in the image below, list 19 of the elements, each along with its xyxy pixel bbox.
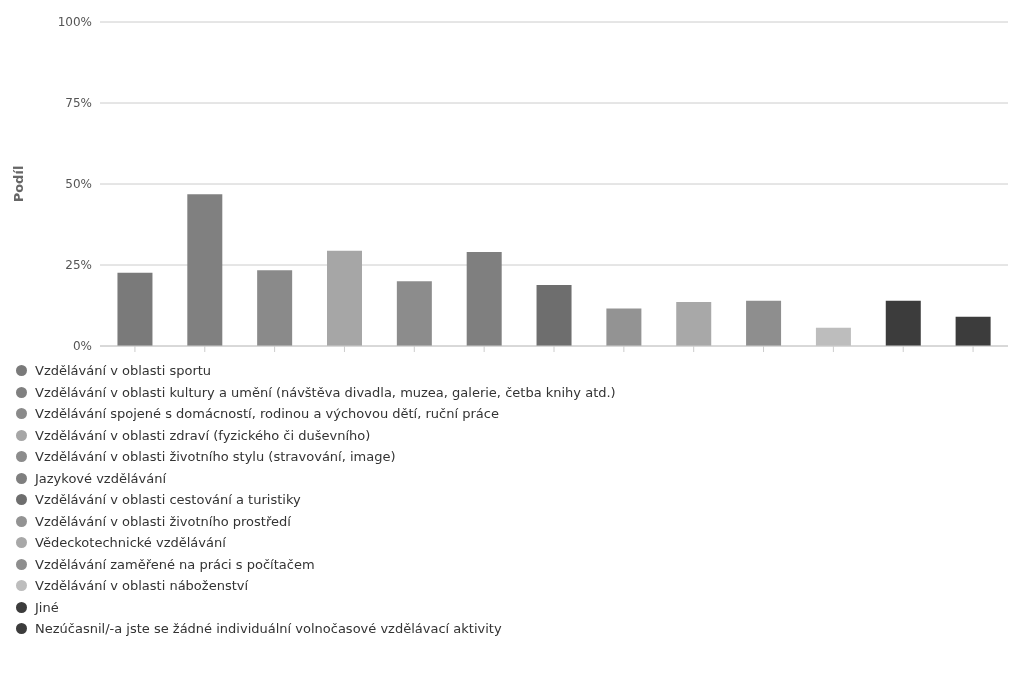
y-tick-label: 50% [65, 177, 92, 192]
legend-label: Vzdělávání v oblasti kultury a umění (návštěva divadla, muzea, galerie, četba knihy atd.) [35, 384, 616, 400]
legend-label: Jazykové vzdělávání [35, 470, 167, 486]
legend-label: Vzdělávání v oblasti sportu [35, 363, 212, 379]
legend-label: Jiné [35, 599, 59, 615]
y-tick-label: 75% [65, 96, 92, 111]
y-tick-label: 25% [65, 258, 92, 273]
legend-label: Nezúčasnil/-a jste se žádné individuální volnočasové vzdělávací aktivity [35, 621, 502, 637]
y-axis-title: Podíl [10, 165, 26, 203]
legend-label: Vzdělávání v oblasti náboženství [35, 578, 249, 594]
y-tick-label: 0% [72, 339, 92, 354]
legend-label: Vzdělávání v oblasti zdraví (fyzického či duševního) [35, 427, 371, 443]
legend-label: Vzdělávání v oblasti cestování a turistiky [35, 492, 301, 508]
y-tick-label: 100% [57, 15, 92, 30]
legend-label: Vzdělávání v oblasti životního stylu (stravování, image) [35, 449, 396, 465]
legend-label: Vzdělávání zaměřené na práci s počítačem [35, 556, 315, 572]
legend-label: Vědeckotechnické vzdělávání [35, 535, 226, 551]
legend-label: Vzdělávání spojené s domácností, rodinou a výchovou dětí, ruční práce [35, 406, 499, 422]
legend-label: Vzdělávání v oblasti životního prostředí [35, 513, 291, 529]
